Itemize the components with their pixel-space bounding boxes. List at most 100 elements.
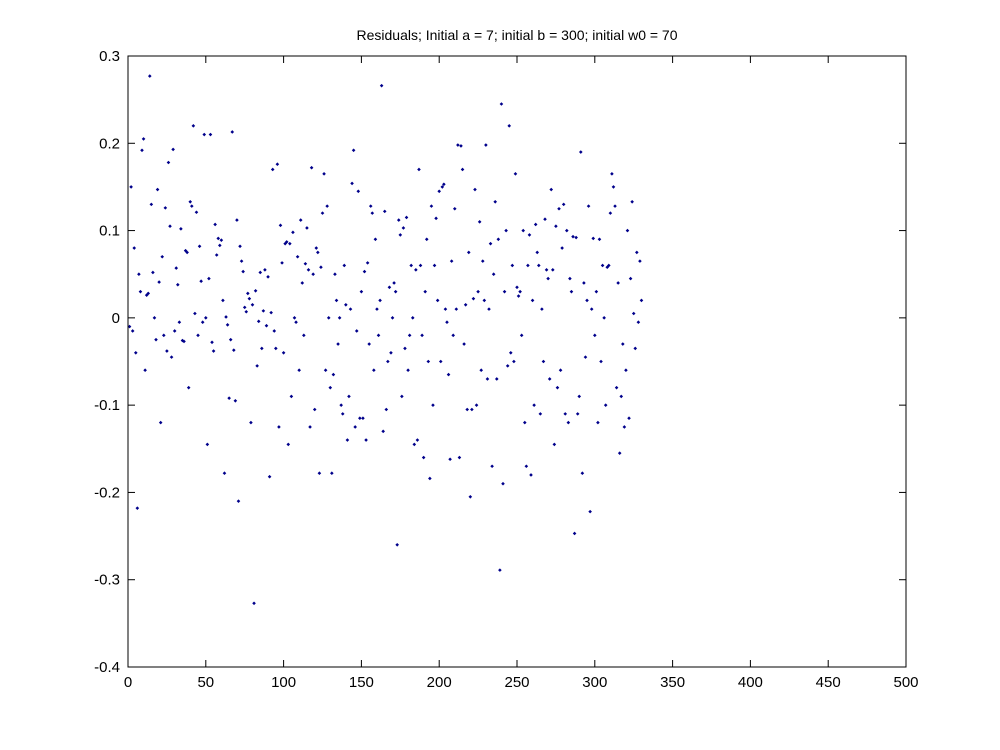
data-point: [235, 218, 239, 222]
data-point: [512, 359, 516, 364]
data-point: [384, 407, 389, 412]
data-point: [428, 476, 432, 481]
data-point: [515, 285, 519, 290]
data-point: [526, 263, 530, 268]
data-point: [320, 211, 325, 215]
data-point: [561, 202, 566, 207]
data-point: [137, 272, 141, 277]
data-point: [328, 385, 333, 390]
x-tick-label: 100: [271, 674, 296, 691]
data-point: [218, 243, 222, 248]
data-point: [407, 333, 412, 338]
x-tick-label: 150: [349, 674, 374, 691]
data-point: [574, 235, 578, 240]
data-point: [138, 289, 143, 294]
data-point: [547, 377, 552, 381]
chart-title: Residuals; Initial a = 7; initial b = 30…: [356, 27, 677, 43]
data-point: [630, 199, 634, 204]
data-point: [484, 143, 488, 147]
data-point: [543, 217, 547, 222]
data-point: [415, 438, 420, 442]
data-point: [228, 337, 233, 342]
data-point: [527, 233, 532, 237]
data-point: [242, 305, 247, 310]
data-point: [168, 224, 172, 229]
data-point: [373, 237, 378, 242]
data-point: [465, 407, 470, 412]
data-point: [326, 316, 331, 320]
data-point: [277, 425, 281, 429]
data-point: [306, 268, 311, 272]
data-point: [600, 263, 605, 268]
data-point: [298, 218, 303, 222]
data-point: [552, 442, 557, 447]
data-point: [566, 420, 571, 425]
data-point: [568, 276, 572, 281]
data-point: [249, 420, 253, 425]
data-point: [445, 320, 449, 325]
data-point: [635, 250, 639, 255]
data-point: [311, 272, 315, 277]
data-point: [485, 377, 490, 381]
data-point: [424, 237, 429, 242]
data-point: [135, 506, 140, 510]
data-point: [194, 210, 199, 215]
data-point: [157, 280, 161, 284]
data-point: [449, 259, 454, 263]
data-point: [386, 359, 390, 364]
data-point: [554, 224, 558, 229]
data-point: [585, 298, 589, 303]
data-point: [454, 307, 459, 311]
data-point: [593, 333, 597, 338]
data-point: [627, 416, 631, 421]
data-point: [213, 222, 217, 227]
data-point: [214, 253, 219, 257]
y-tick-label: -0.2: [94, 484, 120, 501]
data-point: [529, 473, 533, 477]
data-point: [130, 329, 135, 333]
data-point: [344, 302, 348, 307]
data-point: [389, 350, 393, 355]
data-point: [563, 412, 568, 416]
data-point: [334, 298, 339, 303]
data-point: [312, 407, 317, 412]
data-point: [513, 172, 518, 176]
data-point: [345, 438, 350, 442]
data-point: [468, 494, 473, 499]
data-point: [365, 261, 370, 265]
data-point: [443, 307, 448, 311]
data-point: [364, 438, 368, 442]
data-point: [622, 425, 627, 429]
data-point: [342, 263, 347, 268]
data-point: [216, 236, 221, 241]
data-point: [505, 364, 510, 368]
data-point: [521, 228, 526, 233]
data-point: [410, 316, 415, 320]
data-point: [498, 568, 502, 572]
data-point: [510, 263, 515, 268]
data-point: [452, 206, 457, 211]
data-point: [636, 320, 641, 325]
data-point: [499, 102, 504, 106]
data-point: [250, 302, 255, 307]
data-point: [387, 285, 392, 290]
data-point: [471, 296, 476, 301]
data-point: [580, 471, 585, 476]
data-point: [322, 172, 326, 176]
data-point: [253, 288, 258, 293]
data-point: [185, 250, 189, 255]
y-tick-label: -0.1: [94, 397, 120, 414]
data-point: [421, 455, 426, 460]
data-point: [614, 385, 619, 390]
data-point: [463, 302, 468, 307]
data-point: [295, 254, 300, 259]
data-point: [255, 364, 259, 368]
data-point: [127, 324, 132, 329]
data-point: [611, 185, 616, 189]
data-point: [541, 359, 546, 364]
data-point: [429, 204, 434, 208]
data-point: [462, 342, 466, 346]
data-point: [625, 228, 630, 233]
data-point: [431, 403, 435, 407]
data-point: [491, 272, 496, 277]
